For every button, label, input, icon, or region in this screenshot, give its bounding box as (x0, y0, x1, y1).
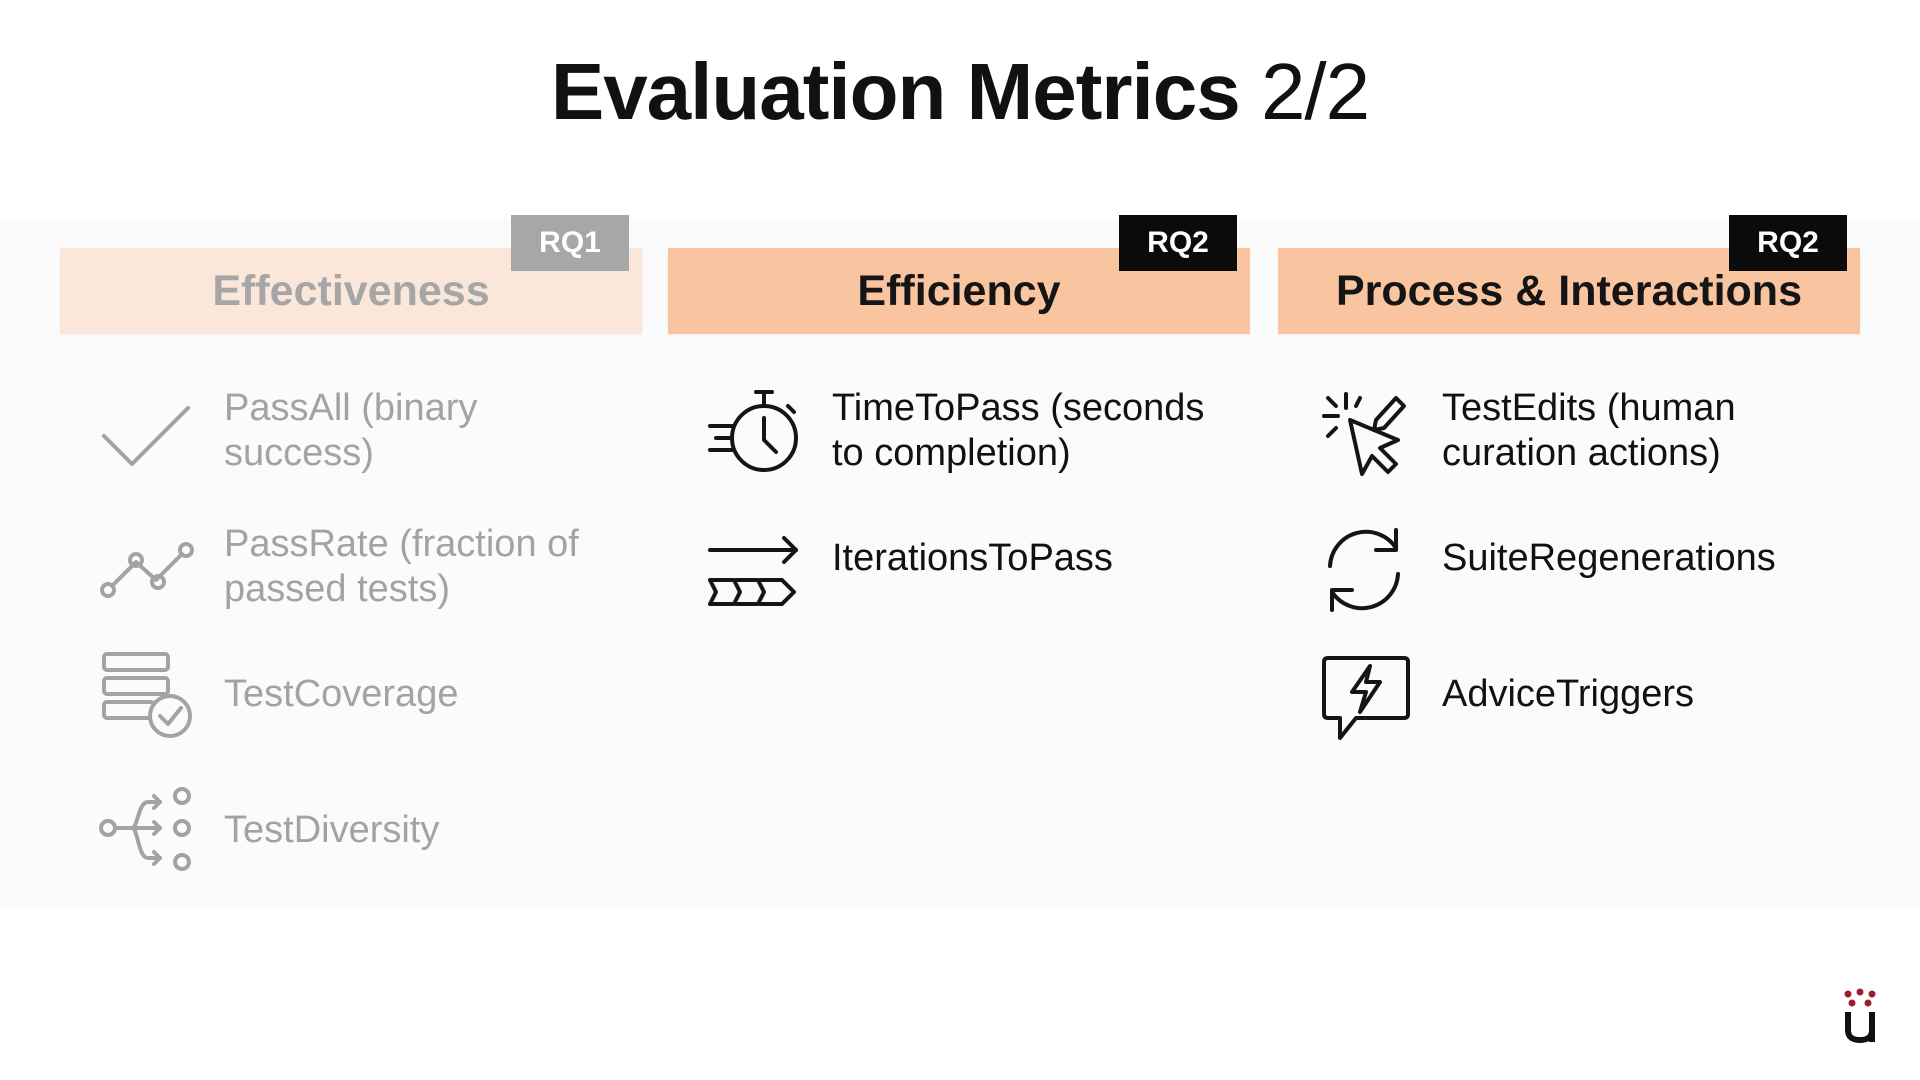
refresh-icon (1316, 522, 1412, 618)
metric-label: AdviceTriggers (1442, 673, 1695, 715)
iterations-arrow-icon (706, 522, 802, 618)
column-efficiency: Efficiency RQ2 TimeToPass (seconds to co… (668, 215, 1250, 606)
cursor-edit-icon (1316, 386, 1412, 482)
slide-title: Evaluation Metrics 2/2 (0, 42, 1920, 142)
metric-label: PassRate (fraction of passed tests) (224, 523, 579, 610)
lightning-bubble-icon (1316, 650, 1412, 746)
column-process-interactions: Process & Interactions RQ2 TestEdits (hu… (1278, 215, 1860, 740)
metric-label: TimeToPass (seconds to completion) (832, 387, 1205, 474)
metric-label: PassAll (binary success) (224, 387, 478, 474)
university-logo (1840, 988, 1880, 1044)
column-header: Effectiveness RQ1 (60, 215, 642, 334)
column-header-label: Effectiveness (212, 266, 490, 315)
checkmark-icon (98, 386, 194, 482)
coverage-stack-icon (98, 646, 194, 742)
rq-badge: RQ2 (1729, 215, 1847, 271)
title-page-indicator: 2/2 (1260, 47, 1370, 136)
title-main: Evaluation Metrics (550, 47, 1241, 136)
column-header-label: Efficiency (857, 266, 1061, 315)
stopwatch-icon (706, 386, 802, 482)
rq-badge: RQ1 (511, 215, 629, 271)
column-header: Efficiency RQ2 (668, 215, 1250, 334)
line-trend-icon (98, 522, 194, 618)
branching-icon (98, 782, 194, 878)
metric-label: TestEdits (human curation actions) (1442, 387, 1736, 474)
metric-label: SuiteRegenerations (1442, 537, 1776, 579)
metric-label: TestDiversity (224, 809, 440, 851)
metric-label: TestCoverage (224, 673, 459, 715)
column-header: Process & Interactions RQ2 (1278, 215, 1860, 334)
metric-label: IterationsToPass (832, 537, 1113, 579)
column-effectiveness: Effectiveness RQ1 PassAll (binary succes… (60, 215, 642, 871)
column-header-label: Process & Interactions (1335, 266, 1802, 315)
rq-badge: RQ2 (1119, 215, 1237, 271)
